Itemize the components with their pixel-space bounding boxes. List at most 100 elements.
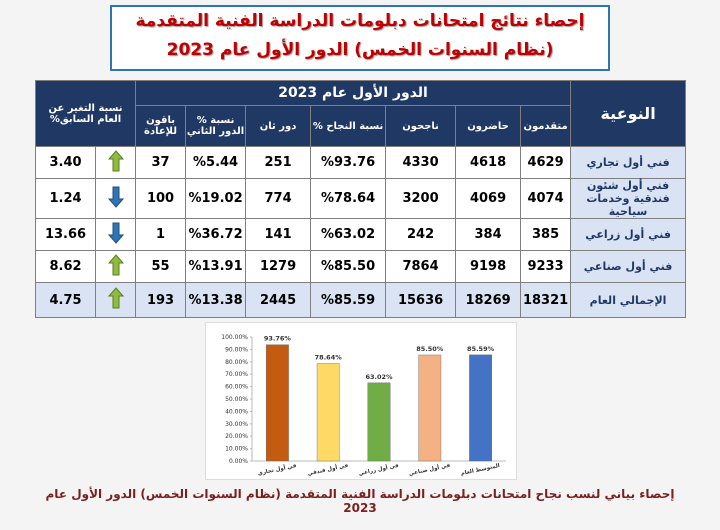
table-cell: %78.64 bbox=[310, 178, 387, 219]
table-cell: 384 bbox=[455, 218, 522, 251]
table-cell: 385 bbox=[520, 218, 572, 251]
table-row: فني أول شئون فندقية وخدمات سياحية 4074 406… bbox=[34, 178, 687, 219]
table-cell: 9198 bbox=[455, 250, 522, 283]
caption: إحصاء بياني لنسب نجاح امتحانات دبلومات ا… bbox=[45, 487, 675, 515]
bar bbox=[418, 354, 442, 462]
y-tick-label: 90.00% bbox=[225, 346, 248, 353]
table-cell: 193 bbox=[135, 282, 187, 318]
column-header: نسبة التغير عن العام السابق% bbox=[34, 80, 137, 147]
table-cell: 4.75 bbox=[34, 282, 97, 318]
arrow-shape bbox=[107, 287, 124, 309]
title-line: (نظام السنوات الخمس) الدور الأول عام 202… bbox=[166, 40, 554, 60]
table-cell: 1.24 bbox=[34, 178, 97, 219]
table-cell: 37 bbox=[135, 146, 187, 179]
column-header: دور ثان bbox=[245, 105, 312, 147]
table-row: فني أول صناعي 9233 9198 7864 %85.50 1279 %13.9… bbox=[34, 250, 687, 283]
y-tick-label: 50.00% bbox=[225, 396, 248, 403]
table-cell: 251 bbox=[245, 146, 312, 179]
trend-cell bbox=[95, 250, 137, 283]
table-cell: 3.40 bbox=[34, 146, 97, 179]
table-cell: 774 bbox=[245, 178, 312, 219]
trend-arrow bbox=[107, 149, 124, 171]
table-cell: %85.50 bbox=[310, 250, 387, 283]
table-cell: 55 bbox=[135, 250, 187, 283]
table-cell: 242 bbox=[385, 218, 457, 251]
table-cell: %85.59 bbox=[310, 282, 387, 318]
x-tick-label: في أول زراعي bbox=[358, 461, 400, 477]
x-tick-label: في أول صناعي bbox=[408, 461, 451, 478]
arrow-shape bbox=[107, 253, 124, 275]
arrow-shape bbox=[107, 222, 124, 244]
table-cell: 15636 bbox=[385, 282, 457, 318]
trend-arrow bbox=[107, 186, 124, 208]
column-header: حاضرون bbox=[455, 105, 522, 147]
value-label: 85.50% bbox=[416, 345, 444, 353]
title-box: إحصاء نتائج امتحانات دبلومات الدراسة الف… bbox=[110, 5, 610, 71]
value-label: 93.76% bbox=[264, 335, 292, 343]
y-tick-label: 20.00% bbox=[225, 433, 248, 440]
table-cell: 18321 bbox=[520, 282, 572, 318]
table-cell: فني أول شئون فندقية وخدمات سياحية bbox=[570, 178, 687, 219]
x-tick-label: في أول فندقي bbox=[307, 461, 349, 477]
table-cell: 100 bbox=[135, 178, 187, 219]
y-tick-label: 0.00% bbox=[229, 458, 248, 465]
bar bbox=[367, 382, 391, 462]
y-tick-label: 80.00% bbox=[225, 359, 248, 366]
value-label: 78.64% bbox=[315, 353, 343, 361]
title-line: إحصاء نتائج امتحانات دبلومات الدراسة الف… bbox=[135, 11, 585, 31]
table-row: الإجمالي العام 18321 18269 15636 %85.59 2445%… bbox=[34, 282, 687, 318]
table-cell: %13.38 bbox=[185, 282, 247, 318]
table-cell: 13.66 bbox=[34, 218, 97, 251]
table-cell: %93.76 bbox=[310, 146, 387, 179]
column-header: ناجحون bbox=[385, 105, 457, 147]
chart: 0.00% 10.00% 20.00% 30.00% 40.00% 50.00% 60.00… bbox=[221, 334, 506, 478]
arrow-shape bbox=[107, 149, 124, 171]
table-cell: %63.02 bbox=[310, 218, 387, 251]
chart-box: 0.00% 10.00% 20.00% 30.00% 40.00% 50.00% 60.00… bbox=[205, 322, 517, 480]
bar bbox=[316, 363, 340, 462]
y-tick-label: 30.00% bbox=[225, 421, 248, 428]
trend-cell bbox=[95, 146, 137, 179]
table-cell: فني أول تجاري bbox=[570, 146, 687, 179]
table-cell: %5.44 bbox=[185, 146, 247, 179]
group-header: الدور الأول عام 2023 bbox=[135, 80, 572, 106]
table-cell: %19.02 bbox=[185, 178, 247, 219]
table-row: فني أول تجاري 4629 4618 4330 %93.76 251 %5.44 3… bbox=[34, 146, 687, 179]
table-cell: 4618 bbox=[455, 146, 522, 179]
y-tick-label: 60.00% bbox=[225, 384, 248, 391]
table-cell: 9233 bbox=[520, 250, 572, 283]
table-cell: %36.72 bbox=[185, 218, 247, 251]
table-cell: الإجمالي العام bbox=[570, 282, 687, 318]
table-cell: 3200 bbox=[385, 178, 457, 219]
arrow-shape bbox=[107, 186, 124, 208]
column-header: نسبة % الدور الثاني bbox=[185, 105, 247, 147]
trend-arrow bbox=[107, 222, 124, 244]
column-header: متقدمون bbox=[520, 105, 572, 147]
table-cell: فني أول زراعي bbox=[570, 218, 687, 251]
results-table: النوعية الدور الأول عام 2023 نسبة التغير ع… bbox=[34, 80, 687, 318]
table-cell: فني أول صناعي bbox=[570, 250, 687, 283]
table-cell: 1279 bbox=[245, 250, 312, 283]
x-tick-label: المتوسط العام bbox=[460, 463, 500, 477]
column-header: باقون للإعادة bbox=[135, 105, 187, 147]
trend-arrow bbox=[107, 287, 124, 309]
y-tick-label: 10.00% bbox=[225, 446, 248, 453]
x-tick-label: في أول تجاري bbox=[257, 461, 298, 477]
y-tick-label: 100.00% bbox=[221, 334, 248, 341]
column-header: النوعية bbox=[570, 80, 687, 147]
bar bbox=[469, 354, 492, 462]
table-cell: 141 bbox=[245, 218, 312, 251]
table-cell: 18269 bbox=[455, 282, 522, 318]
trend-arrow bbox=[107, 253, 124, 275]
trend-cell bbox=[95, 282, 137, 318]
table-cell: 4074 bbox=[520, 178, 572, 219]
column-header: نسبة النجاح % bbox=[310, 105, 387, 147]
bar bbox=[266, 344, 289, 462]
table-cell: 4330 bbox=[385, 146, 457, 179]
value-label: 63.02% bbox=[365, 373, 393, 381]
table-cell: 4629 bbox=[520, 146, 572, 179]
y-tick-label: 40.00% bbox=[225, 408, 248, 415]
table-cell: %13.91 bbox=[185, 250, 247, 283]
table-cell: 7864 bbox=[385, 250, 457, 283]
